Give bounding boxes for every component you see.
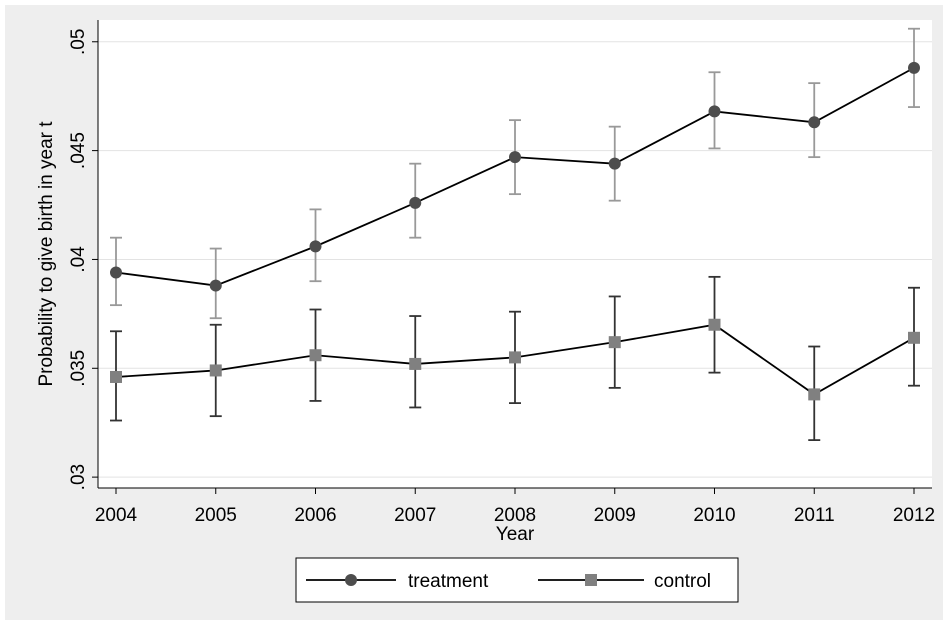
treatment-point [209,279,222,292]
y-tick-label: .04 [68,246,89,273]
control-point [309,349,322,362]
y-tick-label: .03 [68,464,89,490]
x-axis: 2004 2005 2006 2007 2008 2009 2010 2011 2012 [95,488,935,526]
treatment-point [110,266,122,279]
treatment-point [808,116,821,129]
treatment-point [409,196,422,209]
control-point [509,351,521,364]
treatment-point [708,105,721,118]
control-point [409,357,422,370]
x-tick-label: 2009 [594,505,636,526]
series-control [110,275,920,442]
x-tick-label: 2004 [95,505,138,526]
y-tick-label: .045 [68,132,89,169]
series-treatment [110,27,920,320]
treatment-point [908,61,920,74]
control-point [908,331,920,344]
x-tick-label: 2010 [693,505,735,526]
legend-treatment-marker [345,574,357,586]
x-tick-label: 2012 [893,505,935,526]
x-tick-label: 2011 [794,505,835,526]
legend: treatment control [295,557,739,603]
y-tick-label: .05 [68,29,89,55]
y-tick-label: .035 [68,350,89,387]
control-point [110,370,122,383]
y-axis-title: Probability to give birth in year t [36,121,57,387]
x-axis-title: Year [496,524,535,545]
x-tick-label: 2006 [294,505,336,526]
control-point [608,336,621,349]
treatment-point [309,240,322,253]
legend-control-marker [585,574,597,586]
control-point [708,318,721,331]
series-layer [110,27,920,442]
y-axis: .03 .035 .04 .045 .05 [68,29,98,490]
treatment-point [608,157,621,170]
legend-treatment-label: treatment [408,571,489,592]
x-tick-label: 2005 [195,505,237,526]
treatment-point [509,151,521,164]
control-point [808,388,821,401]
x-tick-label: 2008 [494,505,536,526]
legend-control-label: control [654,571,711,592]
x-tick-label: 2007 [394,505,436,526]
control-point [209,364,222,377]
plot-area [98,20,932,488]
